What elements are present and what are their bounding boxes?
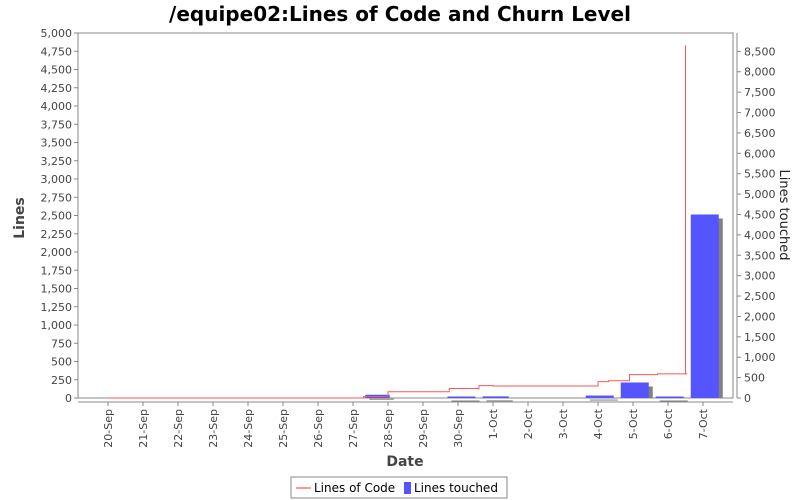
x-axis-title: Date	[386, 454, 423, 470]
right-tick-label: 500	[744, 372, 765, 385]
right-tick-label: 6,500	[744, 127, 776, 140]
right-tick-label: 3,000	[744, 270, 776, 283]
left-tick-label: 2,750	[41, 191, 73, 204]
left-tick-label: 3,500	[41, 137, 73, 150]
left-tick-label: 1,250	[41, 301, 73, 314]
x-tick-label: 30-Sep	[452, 409, 465, 448]
left-tick-label: 2,000	[41, 246, 73, 259]
right-tick-label: 8,000	[744, 66, 776, 79]
legend-label-lines-touched: Lines touched	[414, 481, 498, 495]
right-tick-label: 5,000	[744, 188, 776, 201]
lines-touched-bar	[447, 396, 476, 398]
left-tick-label: 3,000	[41, 173, 73, 186]
x-tick-label: 22-Sep	[172, 409, 185, 448]
left-tick-label: 1,000	[41, 319, 73, 332]
x-tick-label: 21-Sep	[137, 409, 150, 448]
x-tick-label: 20-Sep	[102, 409, 115, 448]
x-tick-label: 23-Sep	[207, 409, 220, 448]
left-tick-label: 500	[51, 356, 72, 369]
x-tick-label: 24-Sep	[242, 409, 255, 448]
left-tick-label: 3,250	[41, 155, 73, 168]
right-tick-label: 3,500	[744, 249, 776, 262]
lines-of-code-line	[108, 45, 688, 399]
lines-touched-bar-shadow	[369, 398, 394, 400]
lines-touched-bar-shadow	[589, 399, 618, 401]
left-tick-label: 4,750	[41, 45, 73, 58]
left-tick-label: 0	[65, 392, 72, 405]
x-tick-label: 2-Oct	[522, 408, 535, 439]
right-y-axis: 0 500 1,000 1,500 2,000 2,500 3,000 3,500 4,000 4…	[736, 33, 776, 405]
x-tick-label: 28-Sep	[382, 409, 395, 448]
left-tick-label: 2,250	[41, 228, 73, 241]
right-tick-label: 6,000	[744, 147, 776, 160]
x-tick-label: 7-Oct	[697, 408, 710, 439]
x-tick-label: 4-Oct	[592, 408, 605, 439]
x-tick-label: 1-Oct	[487, 408, 500, 439]
plot-area	[77, 32, 734, 399]
left-tick-label: 1,500	[41, 283, 73, 296]
x-tick-label: 3-Oct	[557, 408, 570, 439]
lines-touched-bar	[655, 396, 684, 398]
x-tick-label: 5-Oct	[627, 408, 640, 439]
lines-touched-bar-shadow	[486, 400, 513, 402]
lines-of-code-series	[108, 45, 688, 399]
lines-touched-bar-shadow	[659, 400, 688, 402]
left-tick-label: 2,500	[41, 210, 73, 223]
y-axis-title: Lines	[12, 197, 28, 239]
legend: Lines of Code Lines touched	[290, 476, 508, 499]
x-tick-label: 6-Oct	[662, 408, 675, 439]
x-tick-label: 26-Sep	[312, 409, 325, 448]
lines-touched-bar-shadow	[451, 400, 480, 402]
right-tick-label: 0	[744, 392, 751, 405]
left-tick-label: 1,750	[41, 264, 73, 277]
right-tick-label: 2,500	[744, 290, 776, 303]
left-tick-label: 4,500	[41, 64, 73, 77]
lines-touched-series	[365, 214, 723, 402]
right-tick-label: 1,000	[744, 351, 776, 364]
left-tick-label: 3,750	[41, 118, 73, 131]
right-tick-label: 7,000	[744, 107, 776, 120]
legend-bar-swatch	[404, 482, 411, 494]
right-tick-label: 8,500	[744, 45, 776, 58]
lines-touched-bar	[585, 395, 614, 398]
right-tick-label: 4,500	[744, 208, 776, 221]
left-y-axis: 0 250 500 750 1,000 1,250 1,500 1,750 2,000 2,250…	[41, 27, 79, 405]
chart-title: /equipe02:Lines of Code and Churn Level	[169, 2, 631, 26]
lines-touched-bar	[482, 396, 509, 398]
right-tick-label: 4,000	[744, 229, 776, 242]
y2-axis-title: Lines touched	[776, 170, 791, 261]
legend-label-lines-of-code: Lines of Code	[314, 481, 395, 495]
left-tick-label: 250	[51, 374, 72, 387]
x-tick-label: 27-Sep	[347, 409, 360, 448]
lines-touched-bar	[690, 214, 719, 398]
right-tick-label: 7,500	[744, 86, 776, 99]
left-tick-label: 5,000	[41, 27, 73, 40]
right-tick-label: 2,000	[744, 310, 776, 323]
x-tick-label: 25-Sep	[277, 409, 290, 448]
left-tick-label: 750	[51, 337, 72, 350]
legend-box	[290, 476, 508, 499]
x-axis: 20-Sep 21-Sep 22-Sep 23-Sep 24-Sep 25-Sep 26-S…	[78, 401, 733, 448]
right-tick-label: 5,500	[744, 168, 776, 181]
lines-touched-bar	[620, 382, 649, 398]
left-tick-label: 4,250	[41, 82, 73, 95]
x-tick-label: 29-Sep	[417, 409, 430, 448]
left-tick-label: 4,000	[41, 100, 73, 113]
right-tick-label: 1,500	[744, 331, 776, 344]
